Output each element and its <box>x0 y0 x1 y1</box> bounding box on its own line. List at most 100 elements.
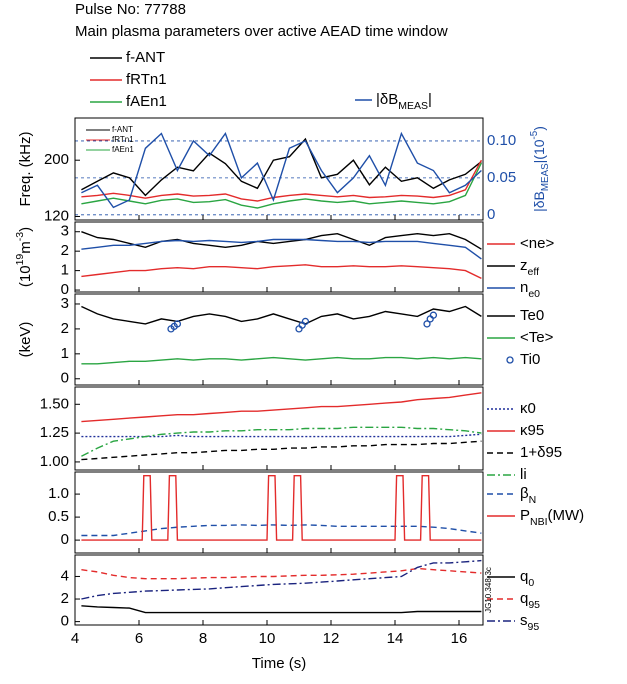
y2-tick-label: 0.05 <box>487 169 516 186</box>
x-tick-label: 10 <box>259 630 276 647</box>
scatter-point <box>423 320 431 328</box>
series-line <box>81 567 482 580</box>
legend-swatch <box>506 356 514 364</box>
y-tick-label: 2 <box>61 590 69 607</box>
y2-tick-label: 0.10 <box>487 132 516 149</box>
legend-label: q95 <box>520 590 540 611</box>
scatter-point <box>173 320 182 328</box>
legend-label-part: N <box>529 494 537 506</box>
legend-label: f-ANT <box>126 49 165 66</box>
y-axis-label: Freq. (kHz) <box>17 131 34 206</box>
y-tick-label: 4 <box>61 567 69 584</box>
legend-label-part: eff <box>528 266 540 278</box>
x-tick-label: 8 <box>199 630 207 647</box>
x-axis-label: Time (s) <box>252 655 306 672</box>
series-line <box>81 392 482 423</box>
inner-legend-label-part: f-ANT <box>112 125 133 134</box>
legend-label-part: f-ANT <box>126 49 165 66</box>
legend-label-part: P <box>520 507 530 524</box>
legend-label: li <box>520 466 527 483</box>
legend-label-part: (MW) <box>548 507 585 524</box>
legend-label: Ti0 <box>520 351 540 368</box>
inner-legend-label: fAEn1 <box>112 145 134 154</box>
series-line <box>81 426 482 457</box>
inner-legend-label-part: fRTn1 <box>112 135 134 144</box>
y-axis-label-part: Freq. (kHz) <box>17 131 34 206</box>
series-line <box>81 162 483 209</box>
legend-label: fRTn1 <box>126 71 167 88</box>
legend-label: q0 <box>520 568 534 589</box>
panel-frame <box>74 471 484 554</box>
y-axis-label-part: m <box>17 241 34 254</box>
legend-label-part: q <box>520 590 528 607</box>
legend-label: Te0 <box>520 307 544 324</box>
scatter-point <box>429 311 438 319</box>
legend-label-part: s <box>520 612 528 629</box>
legend-label: <ne> <box>520 235 554 252</box>
scatter-point <box>301 317 310 326</box>
series-line <box>81 559 482 600</box>
y-axis-label-part: ) <box>17 227 34 232</box>
legend-label-part: n <box>520 279 528 296</box>
y-axis-label-part: 19 <box>14 254 26 266</box>
series-line <box>81 137 482 197</box>
panel-frame <box>74 386 484 471</box>
legend-label-part: 1+δ95 <box>520 444 562 461</box>
y2-axis-label-part: -5 <box>529 130 540 139</box>
series-line <box>81 524 482 537</box>
series-line <box>81 475 482 541</box>
x-tick-label: 14 <box>387 630 404 647</box>
y-tick-label: 0 <box>61 613 69 630</box>
inner-legend-label: f-ANT <box>112 125 133 134</box>
legend-label-part: | <box>428 91 432 108</box>
y2-axis-label: |δBMEAS|(10-5) <box>529 126 551 212</box>
subtitle: Main plasma parameters over active AEAD … <box>75 23 448 40</box>
legend-label-part: |δB <box>376 91 398 108</box>
legend-label-part: q <box>520 568 528 585</box>
panel-frame <box>74 293 484 386</box>
legend-label-part: e0 <box>528 288 540 300</box>
legend-label-part: 0 <box>528 577 534 589</box>
legend-label-part: li <box>520 466 527 483</box>
series-line <box>81 264 482 280</box>
legend-label-part: <ne> <box>520 235 554 252</box>
y-axis-label: (keV) <box>17 322 34 358</box>
legend-label-part: κ0 <box>520 400 536 417</box>
y-tick-label: 120 <box>44 207 69 224</box>
y-axis-label-part: (keV) <box>17 322 34 358</box>
panel-frame <box>74 554 484 626</box>
y-axis-label-part: (10 <box>17 265 34 287</box>
y-tick-label: 2 <box>61 320 69 337</box>
legend-label-part: fRTn1 <box>126 71 167 88</box>
panel-frame <box>74 117 484 221</box>
legend-label: fAEn1 <box>126 93 167 110</box>
y2-axis-label-part: MEAS <box>540 163 551 191</box>
y-tick-label: 200 <box>44 151 69 168</box>
legend-label-part: z <box>520 257 528 274</box>
y-tick-label: 2 <box>61 242 69 259</box>
series-line <box>81 605 482 614</box>
legend-label-part: <Te> <box>520 329 554 346</box>
y-tick-label: 3 <box>61 223 69 240</box>
legend-label: PNBI(MW) <box>520 507 584 528</box>
series-line <box>81 305 482 325</box>
legend-label-part: κ95 <box>520 422 544 439</box>
annotation: JG10.348-3c <box>484 567 493 613</box>
title: Pulse No: 77788 <box>75 1 186 18</box>
y2-axis-label-part: |(10 <box>531 139 547 163</box>
legend-label: |δBMEAS| <box>376 91 432 112</box>
series-line <box>81 238 482 260</box>
panel-frame <box>74 221 484 293</box>
x-tick-label: 12 <box>323 630 340 647</box>
series-line <box>81 440 482 461</box>
legend-label-part: NBI <box>530 516 548 528</box>
legend-label: <Te> <box>520 329 554 346</box>
y-tick-label: 0 <box>61 281 69 298</box>
legend-label-part: 95 <box>528 599 540 611</box>
legend-label-part: Te0 <box>520 307 544 324</box>
y-axis-label-part: -3 <box>14 232 26 241</box>
inner-legend-label: fRTn1 <box>112 135 134 144</box>
legend-label: zeff <box>520 257 539 278</box>
y2-tick-label: 0 <box>487 206 495 223</box>
